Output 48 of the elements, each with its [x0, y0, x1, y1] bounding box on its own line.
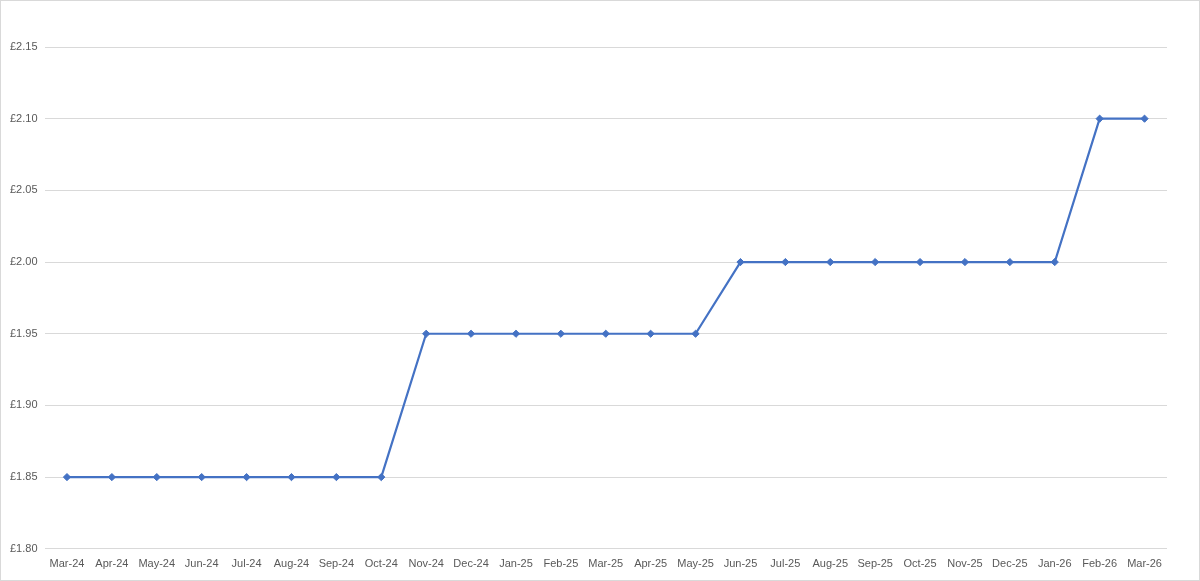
y-tick-label: £1.85	[10, 470, 38, 483]
x-tick-label: Oct-24	[364, 557, 398, 570]
x-tick-label: Jul-24	[231, 557, 262, 570]
point	[242, 473, 251, 482]
x-tick-label: Aug-25	[812, 557, 848, 570]
point	[1140, 114, 1149, 123]
x-tick-label: Aug-24	[273, 557, 310, 570]
point	[736, 257, 745, 267]
x-tick-label: May-24	[138, 557, 176, 570]
point	[332, 473, 341, 482]
x-tick-label: Jan-26	[1037, 557, 1072, 570]
x-tick-label: Feb-25	[543, 557, 579, 570]
x-tick-label: May-25	[677, 557, 714, 570]
point	[1095, 114, 1104, 123]
y-tick-label: £2.10	[10, 111, 38, 124]
point	[466, 329, 476, 338]
x-tick-label: Sep-25	[857, 557, 893, 570]
x-tick-label: Mar-25	[588, 557, 624, 570]
x-tick-label: Mar-26	[1127, 557, 1162, 570]
point	[422, 329, 431, 338]
y-tick-label: £1.90	[10, 398, 38, 411]
x-tick-label: Apr-24	[95, 557, 129, 570]
y-tick-label: £2.05	[10, 183, 38, 196]
x-tick-label: Jun-24	[184, 557, 219, 570]
x-tick-label: Nov-24	[408, 557, 444, 570]
x-tick-label: Dec-25	[992, 557, 1028, 570]
point	[556, 329, 565, 338]
x-tick-label: Oct-25	[903, 557, 937, 570]
x-tick-label: Feb-26	[1082, 557, 1118, 570]
x-tick-label: Jul-25	[770, 557, 801, 570]
y-tick-label: £2.15	[10, 40, 38, 53]
point	[197, 473, 206, 482]
point	[377, 473, 386, 482]
y-tick-label: £1.95	[10, 326, 38, 339]
point	[511, 329, 521, 338]
point	[646, 329, 655, 338]
point	[691, 329, 700, 338]
x-tick-label: Mar-24	[49, 557, 85, 570]
point	[601, 329, 610, 338]
x-tick-label: Sep-24	[318, 557, 355, 570]
y-tick-label: £1.80	[10, 541, 38, 554]
y-tick-label: £2.00	[10, 255, 38, 268]
x-tick-label: Nov-25	[947, 557, 983, 570]
x-tick-label: Dec-24	[453, 557, 489, 570]
point	[287, 473, 296, 482]
x-tick-label: Jun-25	[723, 557, 758, 570]
x-tick-label: Jan-25	[499, 557, 533, 570]
x-tick-label: Apr-25	[634, 557, 668, 570]
